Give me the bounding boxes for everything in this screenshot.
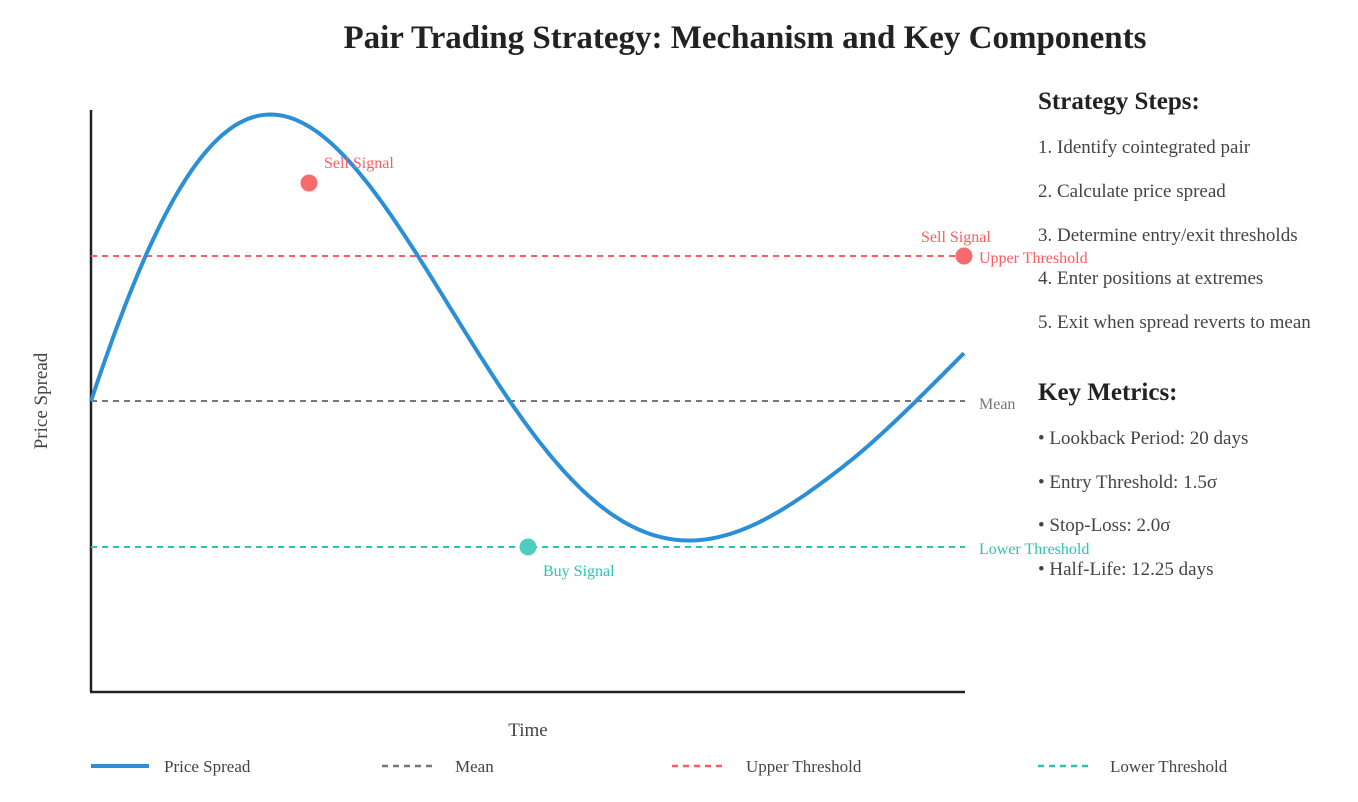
lower-threshold-label: Lower Threshold — [979, 541, 1089, 558]
sell-signal-point — [300, 174, 318, 192]
legend-label-upper: Upper Threshold — [746, 757, 862, 776]
diagram-title: Pair Trading Strategy: Mechanism and Key… — [343, 20, 1147, 56]
strategy-step: 2. Calculate price spread — [1038, 181, 1226, 202]
buy-signal-point — [519, 538, 537, 556]
sell-signal-point-right — [955, 247, 973, 265]
buy-signal-label: Buy Signal — [543, 563, 615, 580]
metric-item: • Stop-Loss: 2.0σ — [1038, 515, 1171, 536]
key-metrics-heading: Key Metrics: — [1038, 379, 1178, 406]
metric-item: • Entry Threshold: 1.5σ — [1038, 472, 1218, 493]
upper-threshold-label: Upper Threshold — [979, 250, 1088, 267]
legend-label-spread: Price Spread — [164, 757, 251, 776]
x-axis-label: Time — [508, 720, 547, 741]
legend-label-lower: Lower Threshold — [1110, 757, 1228, 776]
strategy-step: 3. Determine entry/exit thresholds — [1038, 225, 1298, 246]
strategy-step: 4. Enter positions at extremes — [1038, 268, 1264, 289]
price-spread-curve — [89, 112, 966, 543]
legend-label-mean: Mean — [455, 757, 494, 776]
metric-item: • Lookback Period: 20 days — [1038, 428, 1249, 449]
metric-item: • Half-Life: 12.25 days — [1038, 559, 1214, 580]
strategy-steps-heading: Strategy Steps: — [1038, 88, 1200, 115]
strategy-step: 5. Exit when spread reverts to mean — [1038, 312, 1311, 333]
mean-label: Mean — [979, 396, 1015, 413]
sell-signal-label-right: Sell Signal — [921, 229, 991, 246]
sell-signal-label: Sell Signal — [324, 155, 394, 172]
strategy-step: 1. Identify cointegrated pair — [1038, 137, 1251, 158]
y-axis-label: Price Spread — [31, 352, 52, 449]
